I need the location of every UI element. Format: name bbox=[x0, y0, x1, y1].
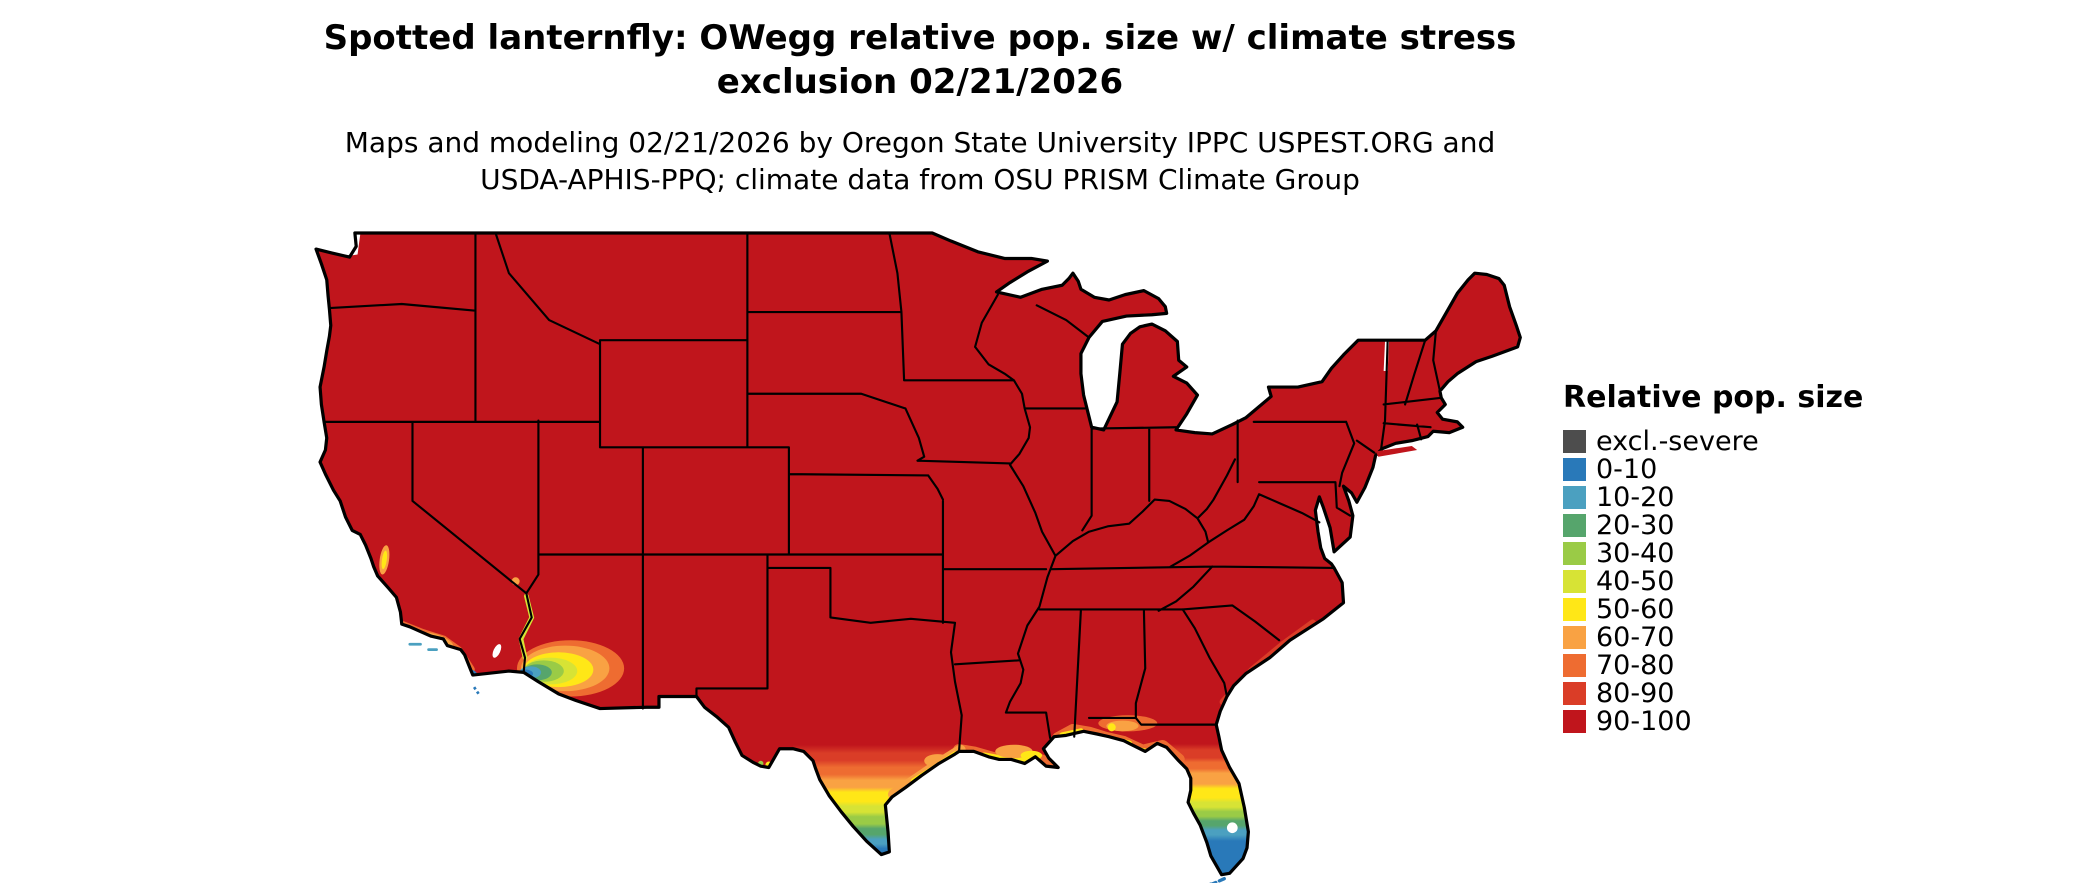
conus-outline bbox=[314, 231, 1522, 877]
legend-item: 90-100 bbox=[1563, 706, 1863, 737]
legend-swatch-20-30 bbox=[1563, 514, 1586, 537]
legend-swatch-10-20 bbox=[1563, 486, 1586, 509]
us-map bbox=[314, 231, 1522, 883]
legend-item-label: 70-80 bbox=[1596, 650, 1675, 681]
baja-border-speckle bbox=[472, 686, 481, 696]
legend-item-label: 40-50 bbox=[1596, 566, 1675, 597]
legend-items: excl.-severe 0-10 10-20 20-30 30-40 40-5… bbox=[1563, 426, 1863, 737]
page-title-line2: exclusion 02/21/2026 bbox=[716, 62, 1124, 102]
legend-swatch-70-80 bbox=[1563, 654, 1586, 677]
salton-sea bbox=[492, 644, 502, 658]
page-title: Spotted lanternfly: OWegg relative pop. … bbox=[0, 16, 1840, 104]
legend-title: Relative pop. size bbox=[1563, 380, 1864, 415]
state-borders bbox=[323, 231, 1443, 753]
legend-item-label: 50-60 bbox=[1596, 594, 1675, 625]
page-subtitle-line2: USDA-APHIS-PPQ; climate data from OSU PR… bbox=[480, 163, 1360, 196]
page-subtitle-line1: Maps and modeling 02/21/2026 by Oregon S… bbox=[344, 126, 1496, 159]
legend-item: 60-70 bbox=[1563, 622, 1863, 653]
texas-gradient-zone bbox=[792, 736, 961, 855]
central-valley-patch-yellow bbox=[381, 550, 388, 570]
lake-okeechobee bbox=[1226, 822, 1238, 834]
page-title-line1: Spotted lanternfly: OWegg relative pop. … bbox=[323, 18, 1517, 58]
legend-item: 50-60 bbox=[1563, 594, 1863, 625]
legend-swatch-90-100 bbox=[1563, 710, 1586, 733]
legend-item: 80-90 bbox=[1563, 678, 1863, 709]
legend-item: 70-80 bbox=[1563, 650, 1863, 681]
legend-item: excl.-severe bbox=[1563, 426, 1863, 457]
florida-keys bbox=[1206, 876, 1226, 883]
legend-item-label: excl.-severe bbox=[1596, 426, 1759, 457]
channel-islands bbox=[408, 642, 438, 651]
legend-swatch-60-70 bbox=[1563, 626, 1586, 649]
legend-item-label: 60-70 bbox=[1596, 622, 1675, 653]
legend-swatch-0-10 bbox=[1563, 458, 1586, 481]
socal-patch-30-40 bbox=[450, 658, 466, 670]
florida-gradient-zone bbox=[1143, 719, 1249, 875]
legend-item: 40-50 bbox=[1563, 566, 1863, 597]
long-island bbox=[1375, 445, 1418, 457]
legend-item-label: 90-100 bbox=[1596, 706, 1692, 737]
page-subtitle: Maps and modeling 02/21/2026 by Oregon S… bbox=[0, 124, 1840, 198]
legend-swatch-30-40 bbox=[1563, 542, 1586, 565]
map-legend: Relative pop. size excl.-severe 0-10 10-… bbox=[1563, 380, 1863, 737]
legend-item: 10-20 bbox=[1563, 482, 1863, 513]
legend-item: 0-10 bbox=[1563, 454, 1863, 485]
legend-item: 20-30 bbox=[1563, 510, 1863, 541]
socal-patch-40-50 bbox=[440, 651, 460, 665]
legend-swatch-50-60 bbox=[1563, 598, 1586, 621]
legend-swatch-40-50 bbox=[1563, 570, 1586, 593]
legend-item-label: 0-10 bbox=[1596, 454, 1658, 485]
legend-item-label: 10-20 bbox=[1596, 482, 1675, 513]
legend-item-label: 80-90 bbox=[1596, 678, 1675, 709]
legend-item-label: 20-30 bbox=[1596, 510, 1675, 541]
legend-item: 30-40 bbox=[1563, 538, 1863, 569]
georgia-alabama-patch-yellow bbox=[1107, 723, 1116, 732]
legend-swatch-80-90 bbox=[1563, 682, 1586, 705]
header: Spotted lanternfly: OWegg relative pop. … bbox=[0, 16, 1840, 198]
legend-swatch-excl-severe bbox=[1563, 430, 1586, 453]
legend-item-label: 30-40 bbox=[1596, 538, 1675, 569]
